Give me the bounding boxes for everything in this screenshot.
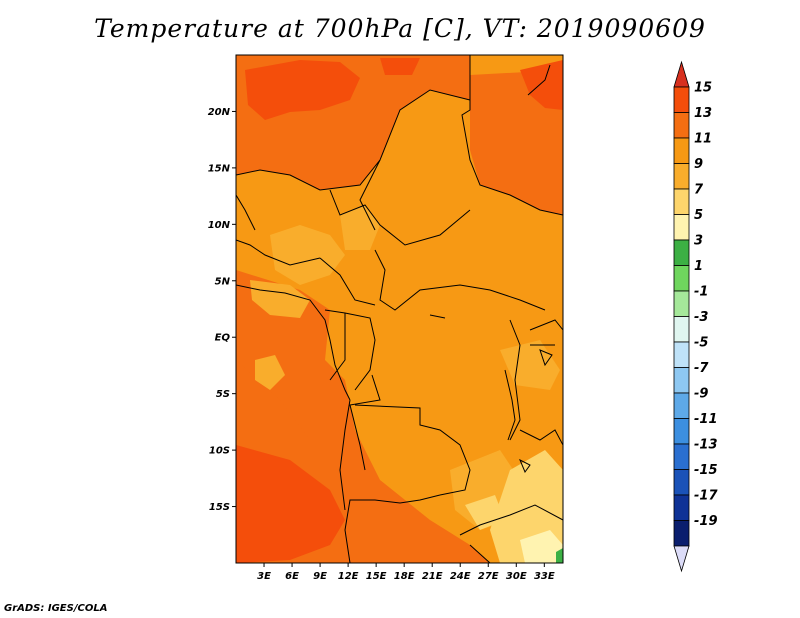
longitude-axis: 3E 6E 9E 12E 15E 18E 21E 24E 27E 30E 33E — [257, 563, 555, 582]
colorbar-label: -15 — [694, 463, 718, 478]
colorbar-label: 11 — [694, 132, 712, 147]
colorbar-box — [673, 367, 690, 394]
lat-tick-label: 10N — [208, 220, 231, 231]
colorbar-max-triangle — [673, 60, 690, 88]
colorbar-box — [673, 265, 690, 292]
lon-tick-label: 9E — [313, 571, 327, 582]
colorbar-min-triangle — [673, 545, 690, 573]
colorbar: 15 13 11 9 7 5 3 1 -1 -3 -5 -7 -9 -11 -13 -15 -17 -19 — [673, 60, 718, 573]
lon-tick-label: 24E — [450, 571, 471, 582]
colorbar-box — [673, 443, 690, 470]
lat-tick-label: 15S — [209, 502, 230, 513]
lat-tick-label: 20N — [208, 107, 231, 118]
lon-tick-label: 3E — [257, 571, 271, 582]
colorbar-box — [673, 520, 690, 547]
colorbar-box — [673, 494, 690, 521]
colorbar-label: 15 — [694, 81, 712, 96]
map-title: Temperature at 700hPa [C], VT: 201909060… — [94, 14, 706, 43]
colorbar-box — [673, 188, 690, 215]
colorbar-box — [673, 341, 690, 368]
lon-tick-label: 12E — [338, 571, 359, 582]
colorbar-box — [673, 392, 690, 419]
lon-tick-label: 27E — [478, 571, 499, 582]
lon-tick-label: 6E — [285, 571, 299, 582]
lat-tick-label: 15N — [208, 163, 231, 174]
colorbar-label: -5 — [694, 336, 708, 351]
colorbar-box — [673, 86, 690, 113]
colorbar-label: 9 — [694, 157, 703, 172]
colorbar-label: -9 — [694, 387, 708, 402]
map-frame — [235, 54, 564, 564]
colorbar-label: -1 — [694, 285, 708, 300]
lat-tick-label: 5S — [216, 389, 230, 400]
colorbar-label: 5 — [694, 208, 703, 223]
colorbar-label: -7 — [694, 361, 709, 376]
colorbar-box — [673, 418, 690, 445]
temperature-field — [236, 55, 563, 563]
country-borders — [236, 55, 563, 563]
colorbar-label: -13 — [694, 438, 718, 453]
lon-tick-label: 33E — [534, 571, 555, 582]
colorbar-box — [673, 112, 690, 139]
credit-footer: GrADS: IGES/COLA — [4, 603, 108, 614]
colorbar-box — [673, 290, 690, 317]
lon-tick-label: 30E — [506, 571, 527, 582]
lat-tick-label: EQ — [215, 333, 231, 344]
colorbar-label: 7 — [694, 183, 704, 198]
colorbar-box — [673, 239, 690, 266]
lon-tick-label: 18E — [394, 571, 415, 582]
colorbar-label: -3 — [694, 310, 708, 325]
colorbar-box — [673, 137, 690, 164]
colorbar-box — [673, 163, 690, 190]
colorbar-label: -11 — [694, 412, 718, 427]
colorbar-label: 1 — [694, 259, 703, 274]
lon-tick-label: 15E — [366, 571, 387, 582]
colorbar-box — [673, 316, 690, 343]
colorbar-label: -17 — [694, 489, 718, 504]
latitude-axis: 20N 15N 10N 5N EQ 5S 10S 15S — [208, 107, 236, 513]
colorbar-box — [673, 469, 690, 496]
lon-tick-label: 21E — [422, 571, 443, 582]
lat-tick-label: 10S — [209, 446, 230, 457]
colorbar-label: 3 — [694, 234, 703, 249]
colorbar-box — [673, 214, 690, 241]
colorbar-label: 13 — [694, 106, 712, 121]
lat-tick-label: 5N — [215, 276, 231, 287]
colorbar-label: -19 — [694, 514, 718, 529]
